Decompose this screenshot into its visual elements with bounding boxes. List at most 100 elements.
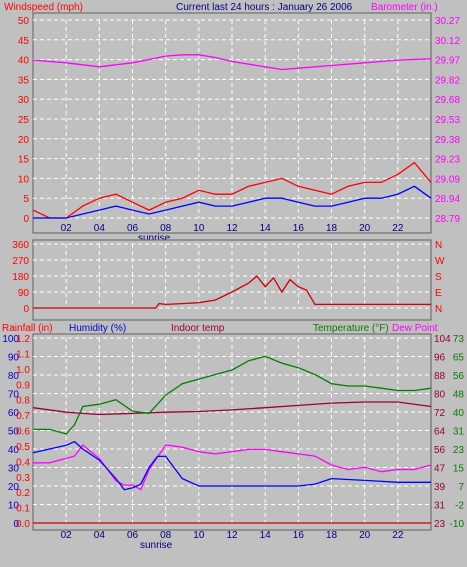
barometer-axis-label: Barometer (in.) xyxy=(371,2,438,13)
direction-degree-label: 0 xyxy=(23,304,29,315)
wind-tick-label: 0 xyxy=(23,214,29,225)
barometer-tick-label: 29.97 xyxy=(435,56,460,67)
x-tick-label: 22 xyxy=(392,530,404,541)
dewpoint-tick-labels: 73 65 56 48 40 31 23 15 7 -2 -10 xyxy=(450,334,465,530)
sunrise-label-bottom: sunrise xyxy=(140,540,173,551)
temp-hum-series xyxy=(32,355,432,524)
humidity-tick-label: 70 xyxy=(8,390,20,401)
wind-tick-label: 30 xyxy=(18,95,30,106)
humidity-tick-label: 90 xyxy=(8,353,20,364)
direction-degree-label: 180 xyxy=(12,272,29,283)
wind-tick-label: 40 xyxy=(18,56,30,67)
wind-tick-label: 50 xyxy=(18,16,30,27)
direction-series xyxy=(33,275,431,309)
direction-compass-label: W xyxy=(435,256,445,267)
direction-compass-label: N xyxy=(435,240,442,251)
temperature-tick-label: 96 xyxy=(434,353,446,364)
wind-tick-label: 15 xyxy=(18,155,30,166)
direction-degree-labels: 360 270 180 90 0 xyxy=(12,240,29,315)
barometer-tick-label: 29.82 xyxy=(435,75,460,86)
temperature-tick-label: 39 xyxy=(434,482,446,493)
barometer-tick-labels: 30.27 30.12 29.97 29.82 29.68 29.53 29.38 29.23… xyxy=(435,16,460,225)
x-tick-label: 08 xyxy=(160,530,172,541)
direction-compass-label: N xyxy=(435,304,442,315)
x-tick-label: 10 xyxy=(193,530,205,541)
rainfall-tick-label: 0.9 xyxy=(16,380,30,391)
sunrise-label-top: sunrise xyxy=(138,233,171,244)
wind-axis-label: Windspeed (mph) xyxy=(4,2,83,13)
dewpoint-tick-label: 56 xyxy=(453,371,465,382)
x-tick-label: 04 xyxy=(94,530,106,541)
barometer-tick-label: 29.38 xyxy=(435,135,460,146)
rainfall-tick-label: 1.0 xyxy=(16,365,30,376)
wind_avg-line xyxy=(33,185,432,219)
humidity-tick-label: 10 xyxy=(8,501,20,512)
rainfall-tick-label: 0.8 xyxy=(16,396,30,407)
dew_point-line xyxy=(33,444,432,491)
rainfall-tick-label: 0.6 xyxy=(16,427,30,438)
humidity-label: Humidity (%) xyxy=(69,323,126,334)
barometer-tick-label: 29.23 xyxy=(435,155,460,166)
x-tick-label: 04 xyxy=(94,223,106,234)
humidity-line xyxy=(32,440,431,491)
dewpoint-tick-label: 65 xyxy=(453,353,465,364)
barometer-tick-label: 29.53 xyxy=(435,115,460,126)
direction-grid xyxy=(33,243,431,309)
barometer-tick-label: 28.79 xyxy=(435,214,460,225)
x-tick-label: 08 xyxy=(160,223,172,234)
direction-compass-label: S xyxy=(435,272,442,283)
dewpoint-label: Dew Point xyxy=(392,323,438,334)
wind_gust-line xyxy=(32,161,432,219)
barometer-tick-label: 30.27 xyxy=(435,16,460,27)
x-tick-label: 20 xyxy=(359,223,371,234)
humidity-tick-label: 80 xyxy=(8,371,20,382)
temperature-tick-label: 56 xyxy=(434,445,446,456)
dewpoint-tick-label: -10 xyxy=(450,519,465,530)
wind-tick-label: 20 xyxy=(18,135,30,146)
dewpoint-tick-label: 15 xyxy=(453,464,465,475)
direction-compass-label: E xyxy=(435,288,442,299)
rainfall-label: Rainfall (in) xyxy=(2,323,53,334)
direction-degree-label: 90 xyxy=(18,288,30,299)
rainfall-tick-labels: 1.2 1.1 1.0 0.9 0.8 0.7 0.6 0.5 0.4 0.3 0.2 0.1 0.0 xyxy=(16,334,30,530)
x-tick-label: 02 xyxy=(61,223,73,234)
wind-baro-series xyxy=(32,54,432,219)
rainfall-tick-label: 0.4 xyxy=(16,457,30,468)
temperature-tick-label: 80 xyxy=(434,390,446,401)
wind-tick-label: 25 xyxy=(18,115,30,126)
x-tick-label: 10 xyxy=(193,223,205,234)
wind-tick-label: 45 xyxy=(18,36,30,47)
x-tick-label: 12 xyxy=(226,223,238,234)
x-tick-label: 18 xyxy=(326,530,338,541)
humidity-tick-label: 50 xyxy=(8,427,20,438)
rainfall-tick-label: 0.1 xyxy=(16,504,30,515)
humidity-tick-label: 100 xyxy=(2,334,19,345)
temperature-tick-label: 31 xyxy=(434,501,446,512)
x-tick-label: 16 xyxy=(293,530,305,541)
rainfall-tick-label: 0.0 xyxy=(16,519,30,530)
temperature-tick-label: 72 xyxy=(434,408,446,419)
barometer-tick-label: 28.94 xyxy=(435,194,460,205)
dewpoint-tick-label: 31 xyxy=(453,427,465,438)
temperature-tick-label: 104 xyxy=(434,334,451,345)
wind-tick-label: 35 xyxy=(18,75,30,86)
direction-line xyxy=(33,275,431,309)
direction-degree-label: 360 xyxy=(12,240,29,251)
barometer-line xyxy=(32,54,432,71)
humidity-tick-label: 30 xyxy=(8,464,20,475)
temperature-tick-label: 64 xyxy=(434,427,446,438)
x-tick-label: 18 xyxy=(326,223,338,234)
temperature-tick-label: 47 xyxy=(434,464,446,475)
wind-tick-label: 5 xyxy=(23,194,29,205)
x-tick-label: 16 xyxy=(293,223,305,234)
outdoor_temp-line xyxy=(33,355,432,435)
x-tick-label: 20 xyxy=(359,530,371,541)
x-tick-label: 14 xyxy=(260,530,272,541)
dewpoint-tick-label: -2 xyxy=(455,501,464,512)
temp-x-tick-labels: 02 04 06 08 10 12 14 16 18 20 22 xyxy=(61,530,404,541)
indoor-line xyxy=(32,401,432,416)
